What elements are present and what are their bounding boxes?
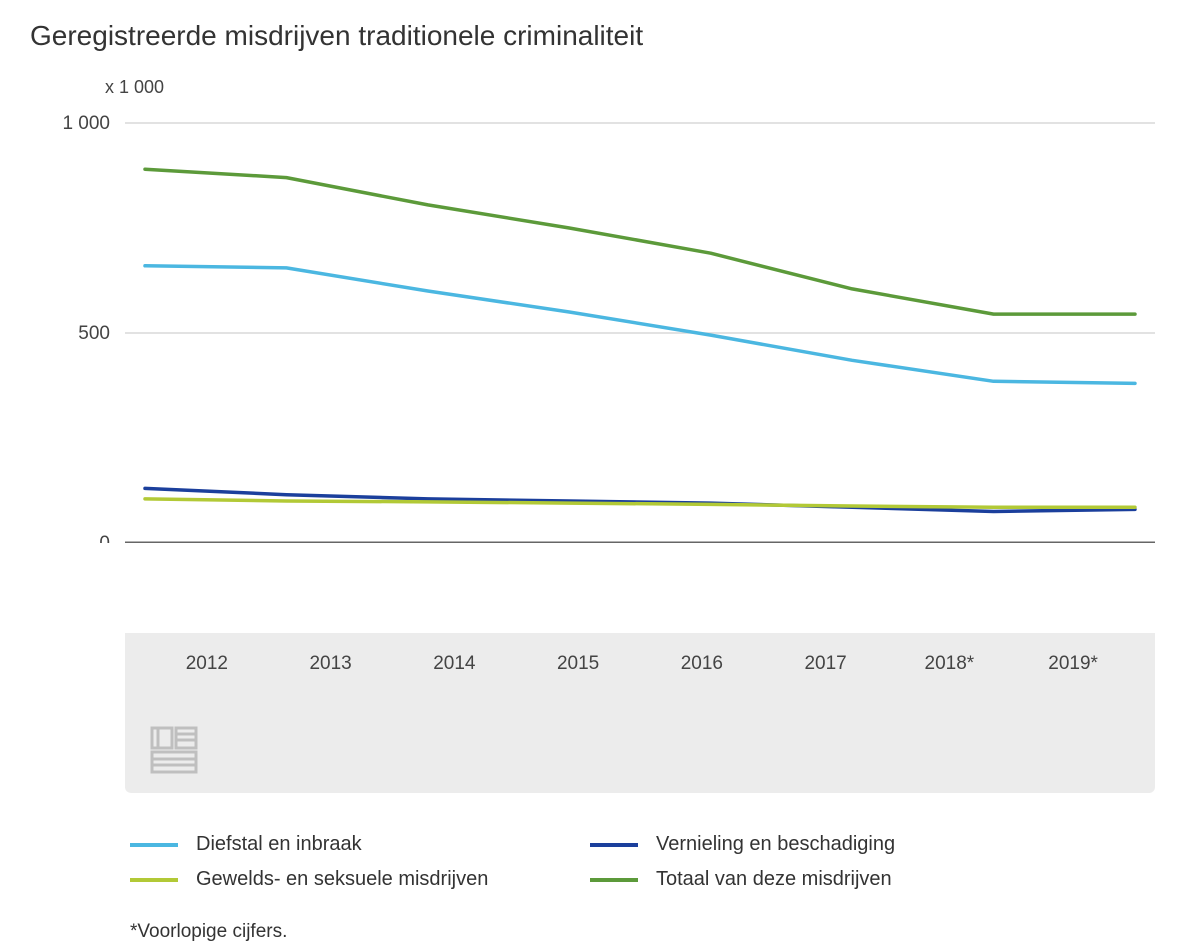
legend-item: Totaal van deze misdrijven bbox=[590, 868, 1010, 891]
line-chart-svg: 0 500 1 000 bbox=[30, 113, 1170, 543]
svg-text:500: 500 bbox=[78, 323, 110, 344]
legend: Diefstal en inbraak Vernieling en beschad… bbox=[130, 833, 1170, 891]
chart-title: Geregistreerde misdrijven traditionele c… bbox=[30, 20, 1170, 52]
legend-label: Diefstal en inbraak bbox=[196, 833, 362, 856]
legend-swatch bbox=[130, 878, 178, 882]
cbs-logo bbox=[150, 726, 202, 778]
legend-label: Totaal van deze misdrijven bbox=[656, 868, 892, 891]
legend-item: Vernieling en beschadiging bbox=[590, 833, 1010, 856]
x-axis-label: 2012 bbox=[145, 653, 269, 675]
series-line bbox=[145, 169, 1135, 314]
legend-item: Gewelds- en seksuele misdrijven bbox=[130, 868, 550, 891]
legend-item: Diefstal en inbraak bbox=[130, 833, 550, 856]
x-axis-label: 2018* bbox=[888, 653, 1012, 675]
legend-label: Gewelds- en seksuele misdrijven bbox=[196, 868, 488, 891]
x-axis-labels: 2012201320142015201620172018*2019* bbox=[125, 633, 1155, 675]
legend-swatch bbox=[590, 878, 638, 882]
footnote: *Voorlopige cijfers. bbox=[130, 921, 1170, 943]
legend-swatch bbox=[590, 843, 638, 847]
legend-label: Vernieling en beschadiging bbox=[656, 833, 895, 856]
x-axis-label: 2019* bbox=[1011, 653, 1135, 675]
legend-swatch bbox=[130, 843, 178, 847]
x-axis-label: 2014 bbox=[393, 653, 517, 675]
x-axis-label: 2017 bbox=[764, 653, 888, 675]
x-axis-band: 2012201320142015201620172018*2019* bbox=[125, 633, 1155, 793]
x-axis-label: 2013 bbox=[269, 653, 393, 675]
series-line bbox=[145, 266, 1135, 384]
svg-text:0: 0 bbox=[99, 533, 110, 543]
svg-text:1 000: 1 000 bbox=[62, 113, 110, 134]
y-axis-unit: x 1 000 bbox=[105, 77, 1170, 98]
series-line bbox=[145, 499, 1135, 507]
chart-area: 0 500 1 000 bbox=[30, 113, 1170, 633]
x-axis-label: 2016 bbox=[640, 653, 764, 675]
x-axis-label: 2015 bbox=[516, 653, 640, 675]
